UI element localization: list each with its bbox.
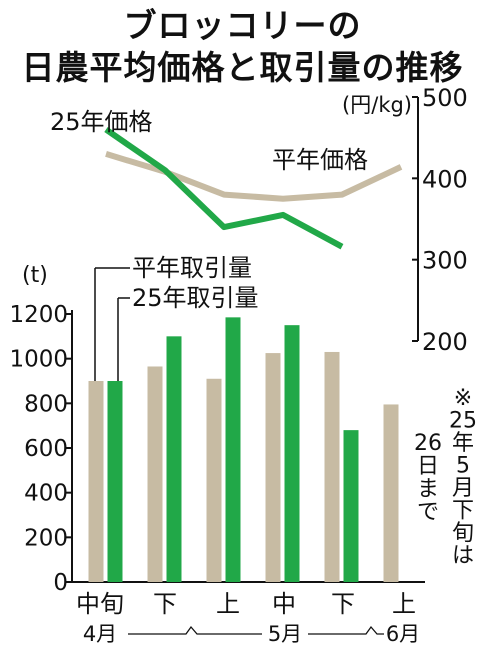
y25-price-label: 25年価格 (50, 108, 153, 136)
bar-y25-0 (107, 381, 123, 582)
note-char: 旬 (452, 521, 474, 546)
x-tick-label: 下 (331, 590, 355, 618)
price-axis-unit: (円/kg) (342, 93, 412, 117)
bar-y25-3 (284, 325, 300, 582)
bar-y25-4 (343, 430, 359, 582)
legend-normal-volume: 平年取引量 (132, 254, 252, 282)
bar-y-tick-label: 1200 (9, 302, 68, 328)
note-char: 下 (452, 499, 474, 524)
normal-price-label: 平年価格 (272, 146, 368, 174)
legend-y25-volume: 25年取引量 (132, 284, 259, 312)
note-char: ま (417, 477, 439, 502)
chart-title-line-2: 日農平均価格と取引量の推移 (21, 48, 464, 87)
bar-y-tick-label: 600 (24, 436, 68, 462)
bar-y-tick-label: 200 (24, 525, 68, 551)
bar-normal-2 (206, 378, 222, 582)
month-label: 6月 (386, 622, 420, 646)
bar-normal-4 (324, 351, 340, 582)
price-y-tick-label: 400 (422, 165, 468, 193)
bar-normal-1 (147, 366, 163, 582)
y25-price-line (104, 127, 344, 250)
price-y-tick-label: 300 (422, 247, 468, 275)
price-y-tick-label: 500 (422, 84, 468, 112)
bar-y-tick-label: 800 (24, 391, 68, 417)
month-separator (308, 625, 384, 635)
bar-normal-5 (383, 404, 399, 582)
note-char: 月 (452, 476, 474, 501)
bar-normal-0 (88, 381, 104, 582)
price-y-tick-label: 200 (422, 328, 468, 356)
note-char: は (452, 544, 474, 569)
note-char: で (417, 500, 439, 525)
x-tick-label: 中旬 (76, 590, 124, 618)
month-label: 4月 (83, 622, 117, 646)
x-tick-label: 下 (153, 590, 177, 618)
note-char: 年 (452, 431, 474, 456)
x-tick-label: 中 (272, 590, 296, 618)
normal-price-line (105, 151, 403, 202)
note-char: 26 (414, 431, 442, 456)
note-char: 日 (417, 454, 439, 479)
note-char: 25 (449, 409, 477, 434)
bar-y-tick-label: 1000 (9, 347, 68, 373)
note-char: 5 (456, 454, 470, 479)
chart-title-line-1: ブロッコリーの (123, 6, 362, 45)
bar-y-tick-label: 400 (24, 481, 68, 507)
month-separator (128, 625, 262, 635)
bar-axis-unit: (t) (22, 263, 48, 288)
x-tick-label: 上 (216, 590, 240, 618)
bar-y25-2 (225, 317, 241, 582)
note-char: ※ (454, 386, 472, 411)
bar-y25-1 (166, 336, 182, 582)
month-label: 5月 (268, 622, 302, 646)
bar-y-tick-label: 0 (53, 570, 68, 596)
bar-normal-3 (265, 353, 281, 582)
x-tick-label: 上 (392, 590, 416, 618)
